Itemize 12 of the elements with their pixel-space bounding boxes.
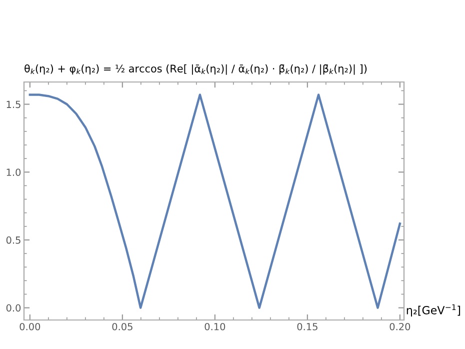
chart-title: θ$_{k}$(η₂) + φ$_{k}$(η₂) = ½ arccos (Re[ |ᾱ$_{k}$(η₂)| / ᾱ$_{k}$(η₂) · β̄$_{k}$(η₂) / |β̄$_{k}$(η₂)| ])	[24, 64, 367, 75]
y-tick-label: 0.5	[6, 236, 20, 244]
x-tick-label: 0.20	[390, 322, 410, 330]
x-axis-title: η₂[GeV$^{−1}$]	[406, 304, 460, 317]
x-tick-label: 0.15	[297, 322, 318, 330]
y-tick-label: 0.0	[6, 304, 21, 312]
x-tick-label: 0.10	[204, 322, 226, 330]
x-tick-label: 0.05	[112, 322, 132, 330]
y-tick-label: 1.0	[6, 168, 21, 176]
y-tick-label: 1.5	[6, 100, 20, 108]
line-series	[28, 94, 402, 309]
x-tick-label: 0.00	[20, 322, 40, 330]
